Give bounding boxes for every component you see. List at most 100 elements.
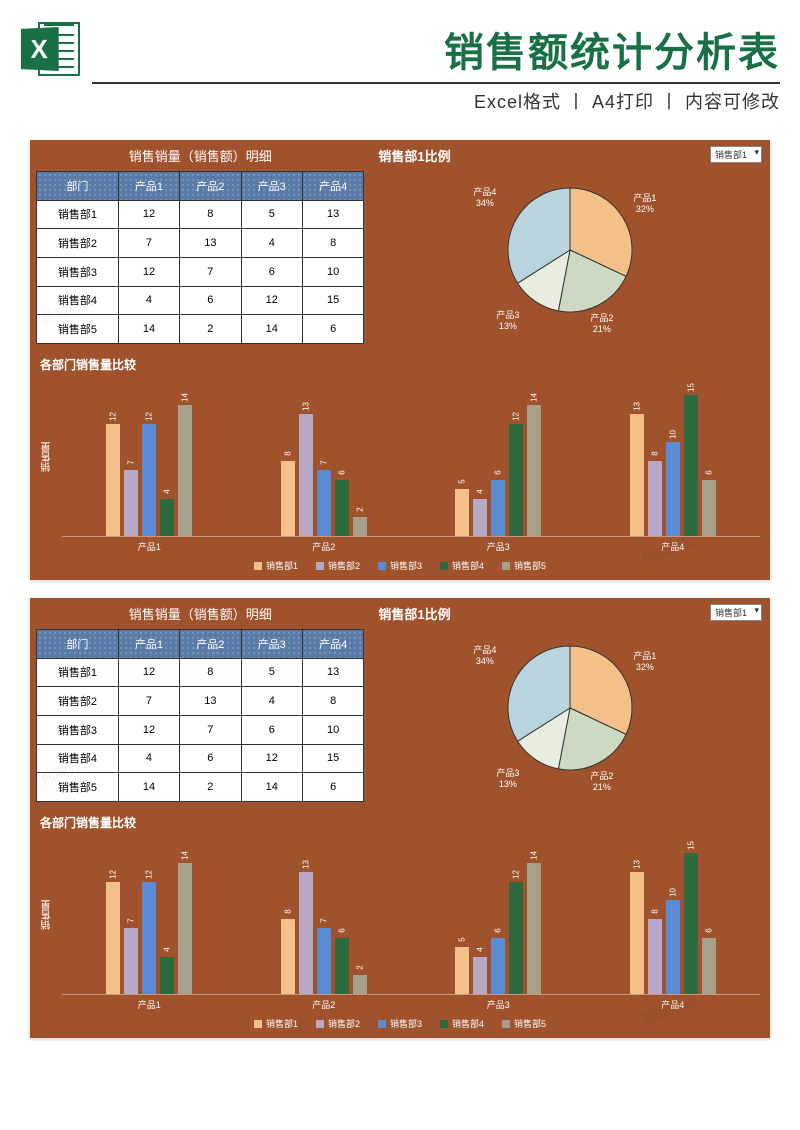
pie-slice-label: 产品313% [496, 310, 519, 332]
main-title: 销售额统计分析表 [92, 20, 780, 78]
legend-item: 销售部4 [440, 559, 484, 572]
table-row: 销售部3127610 [37, 257, 364, 286]
column-header: 产品3 [241, 172, 302, 201]
table-row: 销售部5142146 [37, 315, 364, 344]
bar: 7 [124, 928, 138, 994]
y-axis-label: 销售量 [40, 900, 55, 930]
pie-slice-label: 产品221% [590, 771, 613, 793]
bar: 12 [509, 424, 523, 537]
column-header: 产品4 [302, 172, 363, 201]
pie-chart [500, 180, 640, 320]
bar-group: 12712414 [62, 377, 237, 537]
bar-panel: 各部门销售量比较销售量12712414813762546121413810156… [30, 808, 770, 1038]
y-axis-label: 销售量 [40, 442, 55, 472]
bar: 2 [353, 975, 367, 994]
department-dropdown[interactable]: 销售部1 [710, 604, 762, 621]
bar: 6 [491, 938, 505, 994]
column-header: 部门 [37, 172, 119, 201]
bar-group: 12712414 [62, 835, 237, 995]
bar: 6 [702, 938, 716, 994]
bar-title: 各部门销售量比较 [40, 356, 760, 373]
bar: 8 [648, 461, 662, 536]
bar: 12 [142, 882, 156, 995]
bar: 8 [281, 919, 295, 994]
pie-slice-label: 产品434% [473, 187, 496, 209]
table-row: 销售部4461215 [37, 286, 364, 315]
subtitle: Excel格式 丨 A4打印 丨 内容可修改 [92, 82, 780, 114]
bar: 7 [317, 470, 331, 536]
bar: 6 [335, 938, 349, 994]
bar: 4 [160, 957, 174, 995]
table-title: 销售销量（销售额）明细 [30, 598, 370, 629]
bar-panel: 各部门销售量比较销售量12712414813762546121413810156… [30, 350, 770, 580]
legend: 销售部1销售部2销售部3销售部4销售部5 [40, 1017, 760, 1030]
table-panel: 销售销量（销售额）明细部门产品1产品2产品3产品4销售部1128513销售部27… [30, 598, 370, 808]
bar: 13 [630, 414, 644, 536]
column-header: 产品2 [180, 172, 241, 201]
bar: 8 [648, 919, 662, 994]
bar: 13 [299, 872, 313, 994]
bar: 7 [317, 928, 331, 994]
bar: 10 [666, 442, 680, 536]
column-header: 产品1 [118, 630, 179, 659]
table-row: 销售部5142146 [37, 773, 364, 802]
pie-slice-label: 产品132% [633, 193, 656, 215]
x-axis-label: 产品2 [237, 995, 412, 1011]
bar: 8 [281, 461, 295, 536]
x-axis-label: 产品3 [411, 995, 586, 1011]
legend-item: 销售部2 [316, 559, 360, 572]
table-row: 销售部1128513 [37, 200, 364, 229]
dashboard-panel: 销售销量（销售额）明细部门产品1产品2产品3产品4销售部1128513销售部27… [30, 140, 770, 580]
pie-slice-label: 产品221% [590, 313, 613, 335]
bar: 7 [124, 470, 138, 536]
bar: 13 [630, 872, 644, 994]
column-header: 产品4 [302, 630, 363, 659]
x-axis-label: 产品2 [237, 537, 412, 553]
table-row: 销售部271348 [37, 229, 364, 258]
bar: 14 [527, 863, 541, 994]
bar: 12 [106, 424, 120, 537]
legend-item: 销售部3 [378, 1017, 422, 1030]
bar-group: 813762 [237, 377, 412, 537]
column-header: 产品1 [118, 172, 179, 201]
bar: 14 [178, 405, 192, 536]
legend: 销售部1 销售部2 销售部3 销售部4 销售部5 [40, 559, 760, 572]
x-axis-label: 产品4 [586, 995, 761, 1011]
x-axis-label: 产品3 [411, 537, 586, 553]
pie-title: 销售部1比例 [378, 146, 762, 165]
bar-group: 13810156 [586, 377, 761, 537]
table-title: 销售销量（销售额）明细 [30, 140, 370, 171]
bar: 12 [509, 882, 523, 995]
x-axis-label: 产品1 [62, 537, 237, 553]
title-block: 销售额统计分析表 Excel格式 丨 A4打印 丨 内容可修改 [92, 20, 780, 114]
table-row: 销售部3127610 [37, 715, 364, 744]
dashboard-panel-copy: 销售销量（销售额）明细部门产品1产品2产品3产品4销售部1128513销售部27… [30, 598, 770, 1038]
department-dropdown[interactable]: 销售部1 [710, 146, 762, 163]
legend-item: 销售部1 [254, 559, 298, 572]
bar: 12 [106, 882, 120, 995]
legend-item: 销售部5 [502, 559, 546, 572]
pie-slice-label: 产品434% [473, 645, 496, 667]
bar: 6 [335, 480, 349, 536]
bar-title: 各部门销售量比较 [40, 814, 760, 831]
table-panel: 销售销量（销售额）明细部门产品1产品2产品3产品4销售部1128513销售部27… [30, 140, 370, 350]
data-table: 部门产品1产品2产品3产品4销售部1128513销售部271348销售部3127… [36, 171, 364, 344]
bar: 5 [455, 947, 469, 994]
bar-group: 5461214 [411, 377, 586, 537]
excel-icon: X [20, 20, 80, 80]
legend-item: 销售部4 [440, 1017, 484, 1030]
legend-item: 销售部1 [254, 1017, 298, 1030]
bar: 15 [684, 395, 698, 536]
pie-panel: 销售部1比例销售部1产品132%产品221%产品313%产品434% [370, 598, 770, 808]
bar: 15 [684, 853, 698, 994]
column-header: 部门 [37, 630, 119, 659]
bar: 5 [455, 489, 469, 536]
header: X 销售额统计分析表 Excel格式 丨 A4打印 丨 内容可修改 [0, 0, 800, 122]
pie-slice-label: 产品313% [496, 768, 519, 790]
legend-item: 销售部3 [378, 559, 422, 572]
bar: 13 [299, 414, 313, 536]
data-table: 部门产品1产品2产品3产品4销售部1128513销售部271348销售部3127… [36, 629, 364, 802]
pie-title: 销售部1比例 [378, 604, 762, 623]
legend-item: 销售部5 [502, 1017, 546, 1030]
bar: 12 [142, 424, 156, 537]
